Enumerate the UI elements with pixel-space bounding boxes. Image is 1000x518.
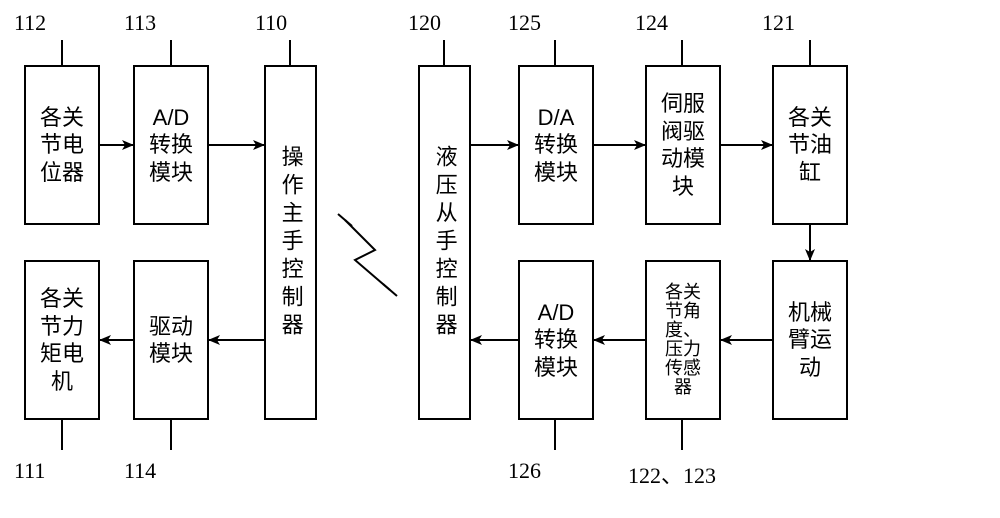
block-125: D/A转换模块 (518, 65, 594, 225)
block-110: 操作主手控制器 (264, 65, 317, 420)
ref-label-113: 113 (124, 10, 156, 36)
block-label: 机械臂运动 (788, 299, 832, 382)
ref-label-114: 114 (124, 458, 156, 484)
ref-label-110: 110 (255, 10, 287, 36)
block-126: A/D转换模块 (518, 260, 594, 420)
block-label: 各关节油缸 (788, 104, 832, 187)
block-label: A/D转换模块 (149, 104, 193, 187)
block-b901: 机械臂运动 (772, 260, 848, 420)
block-111: 各关节力矩电机 (24, 260, 100, 420)
block-121: 各关节油缸 (772, 65, 848, 225)
block-label: 各关节力矩电机 (40, 285, 84, 395)
block-120: 液压从手控制器 (418, 65, 471, 420)
ref-label-111: 111 (14, 458, 45, 484)
block-label: 液压从手控制器 (432, 145, 456, 341)
block-113: A/D转换模块 (133, 65, 209, 225)
ref-label-112: 112 (14, 10, 46, 36)
block-114: 驱动模块 (133, 260, 209, 420)
ref-label-122、123: 122、123 (628, 458, 716, 490)
ref-label-126: 126 (508, 458, 541, 484)
block-label: A/D转换模块 (534, 299, 578, 382)
block-124: 伺服阀驱动模块 (645, 65, 721, 225)
block-122、123: 各关节角度、压力传感器 (645, 260, 721, 420)
block-112: 各关节电位器 (24, 65, 100, 225)
block-label: 操作主手控制器 (278, 145, 302, 341)
block-label: 伺服阀驱动模块 (661, 90, 705, 200)
block-label: 驱动模块 (149, 313, 193, 368)
ref-label-121: 121 (762, 10, 795, 36)
block-label: 各关节角度、压力传感器 (665, 283, 701, 396)
ref-label-124: 124 (635, 10, 668, 36)
ref-label-120: 120 (408, 10, 441, 36)
block-label: 各关节电位器 (40, 104, 84, 187)
block-label: D/A转换模块 (534, 104, 578, 187)
ref-label-125: 125 (508, 10, 541, 36)
